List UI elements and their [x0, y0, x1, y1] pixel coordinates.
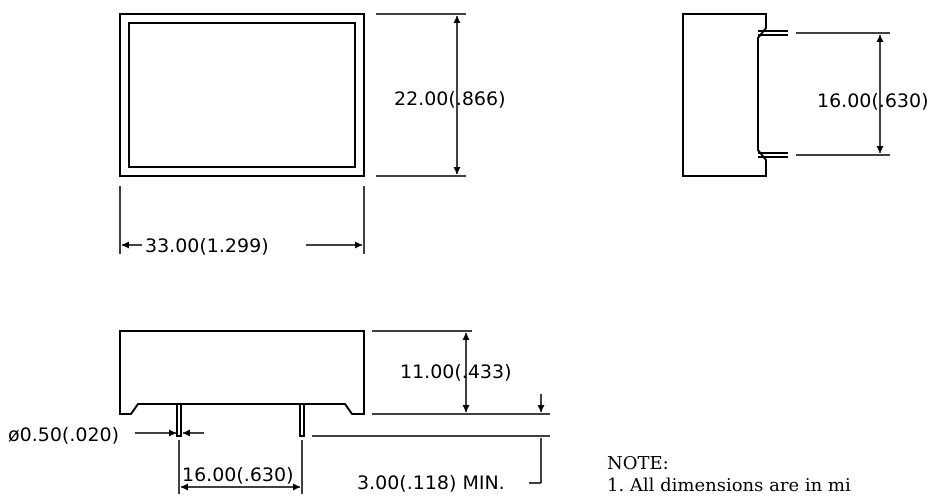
- front-view-body: [119, 330, 365, 415]
- front-view-height-label: 11.00(.433): [400, 361, 512, 383]
- top-view: 22.00(.866) 33.00(1.299): [119, 13, 506, 257]
- note-line-1: 1. All dimensions are in mi: [607, 475, 851, 496]
- front-view-right-pin: [299, 403, 305, 437]
- side-view: 16.00(.630): [682, 13, 929, 177]
- side-view-pin-spacing-label: 16.00(.630): [817, 90, 929, 112]
- note-block: NOTE: 1. All dimensions are in mi: [607, 453, 851, 496]
- pin-length-label: 3.00(.118) MIN.: [357, 472, 505, 494]
- top-view-outer-outline: [119, 13, 365, 177]
- pin-diameter-label: ø0.50(.020): [8, 424, 119, 446]
- front-view-left-pin: [176, 403, 182, 437]
- top-view-height-label: 22.00(.866): [394, 88, 506, 110]
- top-view-width-label: 33.00(1.299): [145, 235, 269, 257]
- side-view-body: [682, 13, 767, 177]
- note-title: NOTE:: [607, 453, 669, 474]
- top-view-inner-outline: [128, 22, 356, 168]
- pin-spacing-label: 16.00(.630): [182, 464, 294, 486]
- front-view: 11.00(.433) 3.00(.118) MIN. ø0.50(.020) …: [8, 330, 550, 494]
